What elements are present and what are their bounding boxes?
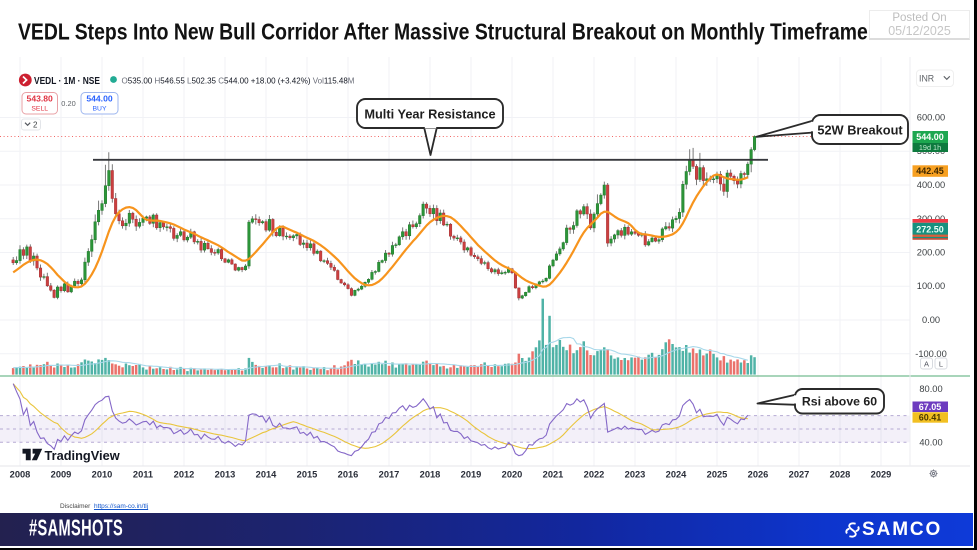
svg-text:SELL: SELL [31, 106, 48, 113]
svg-text:2022: 2022 [584, 470, 605, 480]
svg-text:300.00: 300.00 [917, 214, 945, 224]
svg-text:40.00: 40.00 [919, 438, 942, 448]
svg-text:2028: 2028 [830, 470, 851, 480]
svg-text:272.50: 272.50 [916, 225, 944, 235]
svg-text:L: L [939, 360, 943, 369]
svg-text:2012: 2012 [174, 470, 195, 480]
svg-text:2016: 2016 [338, 470, 359, 480]
svg-text:544.00: 544.00 [86, 94, 113, 104]
svg-text:200.00: 200.00 [917, 248, 945, 258]
svg-text:543.80: 543.80 [27, 94, 54, 104]
svg-text:2: 2 [33, 121, 38, 130]
svg-text:2010: 2010 [92, 470, 113, 480]
svg-text:2011: 2011 [133, 470, 153, 480]
svg-text:2018: 2018 [420, 470, 441, 480]
svg-text:2008: 2008 [10, 470, 31, 480]
svg-text:2014: 2014 [256, 470, 278, 480]
svg-text:2013: 2013 [215, 470, 236, 480]
svg-text:INR: INR [919, 74, 934, 84]
svg-text:80.00: 80.00 [919, 384, 942, 394]
svg-text:Rsi above 60: Rsi above 60 [802, 395, 877, 409]
svg-text:2019: 2019 [461, 470, 482, 480]
svg-text:52W Breakout: 52W Breakout [817, 122, 903, 137]
svg-text:2024: 2024 [666, 470, 688, 480]
svg-text:2025: 2025 [707, 470, 728, 480]
svg-text:-100.00: -100.00 [915, 349, 947, 359]
svg-text:2020: 2020 [502, 470, 523, 480]
svg-text:400.00: 400.00 [917, 180, 945, 190]
svg-text:67.05: 67.05 [919, 402, 942, 412]
svg-text:O535.00 H546.55 L502.35 C544.0: O535.00 H546.55 L502.35 C544.00 +18.00 (… [122, 75, 355, 85]
svg-text:19d 1h: 19d 1h [919, 143, 941, 152]
svg-text:442.45: 442.45 [916, 166, 944, 176]
svg-text:2009: 2009 [51, 470, 72, 480]
svg-text:0.00: 0.00 [922, 315, 940, 325]
svg-text:Multi Year Resistance: Multi Year Resistance [364, 106, 495, 121]
svg-text:BUY: BUY [93, 106, 107, 113]
svg-text:60.41: 60.41 [919, 413, 942, 423]
svg-text:A: A [924, 360, 929, 369]
svg-text:TradingView: TradingView [45, 448, 120, 463]
svg-text:0.20: 0.20 [61, 99, 75, 108]
svg-text:2023: 2023 [625, 470, 646, 480]
svg-text:100.00: 100.00 [917, 281, 945, 291]
svg-text:600.00: 600.00 [917, 113, 945, 123]
svg-text:2026: 2026 [748, 470, 769, 480]
svg-text:VEDL · 1M · NSE: VEDL · 1M · NSE [34, 75, 100, 87]
svg-text:2029: 2029 [871, 470, 892, 480]
svg-text:2027: 2027 [789, 470, 810, 480]
svg-text:2017: 2017 [379, 470, 400, 480]
svg-text:2021: 2021 [543, 470, 564, 480]
svg-text:2015: 2015 [297, 470, 318, 480]
svg-text:544.00: 544.00 [916, 132, 944, 142]
